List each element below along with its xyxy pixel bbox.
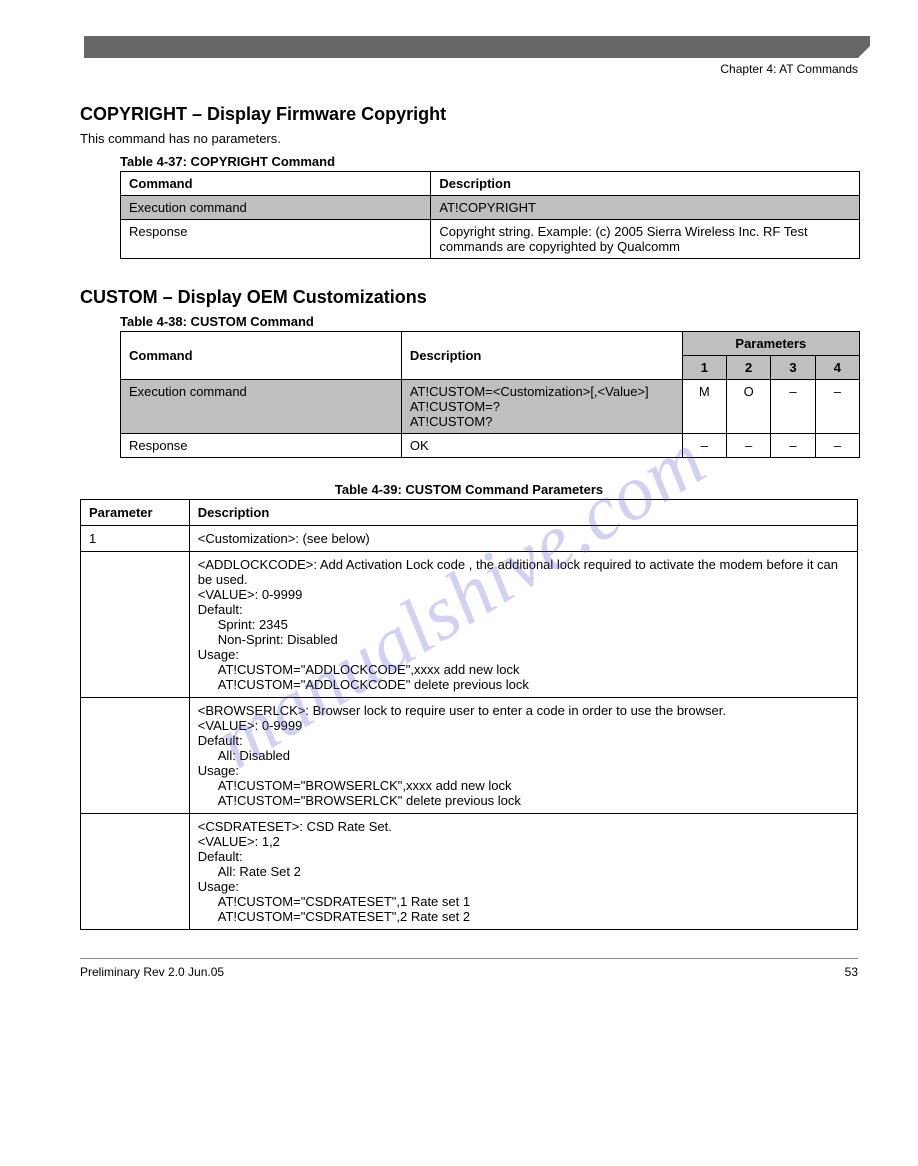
sec3-r2-l3: Sprint: 2345 <box>218 617 849 632</box>
sec2-m2: O <box>726 380 770 434</box>
sec1-table: Command Description Execution command AT… <box>120 171 860 259</box>
sec3-r4-l5: AT!CUSTOM="CSDRATESET",1 Rate set 1 <box>218 894 849 909</box>
sec3-r3-l0: <BROWSERLCK>: Browser lock to require us… <box>198 703 849 718</box>
sec3-r4-l4: Usage: <box>198 879 849 894</box>
sec3-r4-l3: All: Rate Set 2 <box>218 864 849 879</box>
sec2-r1c1: Execution command <box>121 380 402 434</box>
sec3-r2-l1: <VALUE>: 0-9999 <box>198 587 849 602</box>
sec3-r1c1: 1 <box>81 526 190 552</box>
sec3-r4-l1: <VALUE>: 1,2 <box>198 834 849 849</box>
sec3-r2-l5: Usage: <box>198 647 849 662</box>
sec3-r4c2: <CSDRATESET>: CSD Rate Set. <VALUE>: 1,2… <box>189 814 857 930</box>
sec2-r1c2: AT!CUSTOM=<Customization>[,<Value>] AT!C… <box>401 380 682 434</box>
sec2-r1c2-l3: AT!CUSTOM? <box>410 414 674 429</box>
sec2-r1c2-l2: AT!CUSTOM=? <box>410 399 674 414</box>
sec3-r2-l4: Non-Sprint: Disabled <box>218 632 849 647</box>
sec2-r2c2: OK <box>401 434 682 458</box>
header-chapter: Chapter 4: AT Commands <box>80 62 858 76</box>
sec2-h1: Command <box>121 332 402 380</box>
sec3-r4-l6: AT!CUSTOM="CSDRATESET",2 Rate set 2 <box>218 909 849 924</box>
sec3-r3-l3: All: Disabled <box>218 748 849 763</box>
sec3-r3c1 <box>81 698 190 814</box>
sec2-r2d2: – <box>726 434 770 458</box>
sec3-r3-l4: Usage: <box>198 763 849 778</box>
sec3-r2-l6: AT!CUSTOM="ADDLOCKCODE",xxxx add new loc… <box>218 662 849 677</box>
footer-rule <box>80 958 858 959</box>
sec3-r1c2: <Customization>: (see below) <box>189 526 857 552</box>
sec2-r1c2-l1: AT!CUSTOM=<Customization>[,<Value>] <box>410 384 674 399</box>
sec3-h1: Parameter <box>81 500 190 526</box>
sec3-r4-l0: <CSDRATESET>: CSD Rate Set. <box>198 819 849 834</box>
sec3-r4-l2: Default: <box>198 849 849 864</box>
sec2-m1: M <box>682 380 726 434</box>
sec3-r3-l1: <VALUE>: 0-9999 <box>198 718 849 733</box>
sec2-table: Command Description Parameters 1 2 3 4 E… <box>120 331 860 458</box>
sec1-caption: Table 4-37: COPYRIGHT Command <box>120 154 858 169</box>
sec2-p4: 4 <box>815 356 859 380</box>
sec3-r2c2: <ADDLOCKCODE>: Add Activation Lock code … <box>189 552 857 698</box>
sec2-title: CUSTOM – Display OEM Customizations <box>80 287 858 308</box>
sec2-h2: Description <box>401 332 682 380</box>
sec3-r2-l7: AT!CUSTOM="ADDLOCKCODE" delete previous … <box>218 677 849 692</box>
sec1-param-line: This command has no parameters. <box>80 131 858 146</box>
sec2-caption: Table 4-38: CUSTOM Command <box>120 314 858 329</box>
sec2-d1: – <box>771 380 815 434</box>
sec2-p1: 1 <box>682 356 726 380</box>
sec3-r3-l2: Default: <box>198 733 849 748</box>
sec1-h1: Command <box>121 172 431 196</box>
sec3-r3-l6: AT!CUSTOM="BROWSERLCK" delete previous l… <box>218 793 849 808</box>
sec2-r2c1: Response <box>121 434 402 458</box>
sec2-r2d1: – <box>682 434 726 458</box>
sec2-h3: Parameters <box>682 332 859 356</box>
sec2-p3: 3 <box>771 356 815 380</box>
sec3-r2-l0: <ADDLOCKCODE>: Add Activation Lock code … <box>198 557 849 587</box>
sec1-title: COPYRIGHT – Display Firmware Copyright <box>80 104 858 125</box>
sec3-r3c2: <BROWSERLCK>: Browser lock to require us… <box>189 698 857 814</box>
header-bar <box>84 36 870 58</box>
sec1-r2c1: Response <box>121 220 431 259</box>
sec1-r1c1: Execution command <box>121 196 431 220</box>
sec2-r2d3: – <box>771 434 815 458</box>
sec3-r3-l5: AT!CUSTOM="BROWSERLCK",xxxx add new lock <box>218 778 849 793</box>
sec3-r4c1 <box>81 814 190 930</box>
sec3-caption: Table 4-39: CUSTOM Command Parameters <box>80 482 858 497</box>
sec1-r2c2: Copyright string. Example: (c) 2005 Sier… <box>431 220 860 259</box>
footer-left: Preliminary Rev 2.0 Jun.05 <box>80 965 224 979</box>
sec2-d2: – <box>815 380 859 434</box>
sec1-r1c2: AT!COPYRIGHT <box>431 196 860 220</box>
sec1-h2: Description <box>431 172 860 196</box>
footer-right: 53 <box>845 965 858 979</box>
sec3-r2c1 <box>81 552 190 698</box>
sec3-h2: Description <box>189 500 857 526</box>
sec3-r2-l2: Default: <box>198 602 849 617</box>
sec3-table: Parameter Description 1 <Customization>:… <box>80 499 858 930</box>
sec2-p2: 2 <box>726 356 770 380</box>
sec2-r2d4: – <box>815 434 859 458</box>
